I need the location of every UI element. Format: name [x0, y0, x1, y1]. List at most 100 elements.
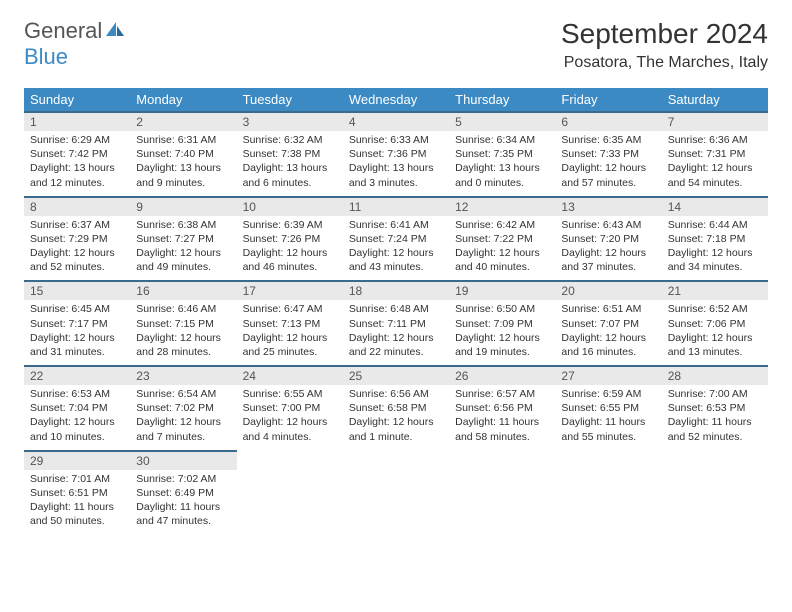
sunrise-text: Sunrise: 6:55 AM: [243, 387, 337, 401]
calendar-day-cell: 14Sunrise: 6:44 AMSunset: 7:18 PMDayligh…: [662, 197, 768, 282]
day-number: 2: [130, 113, 236, 131]
sunset-text: Sunset: 6:53 PM: [668, 401, 762, 415]
day-number: 19: [449, 282, 555, 300]
calendar-day-cell: [343, 451, 449, 535]
sunrise-text: Sunrise: 6:39 AM: [243, 218, 337, 232]
calendar-day-cell: 22Sunrise: 6:53 AMSunset: 7:04 PMDayligh…: [24, 366, 130, 451]
sunrise-text: Sunrise: 6:43 AM: [561, 218, 655, 232]
sunset-text: Sunset: 7:06 PM: [668, 317, 762, 331]
day-body: Sunrise: 6:50 AMSunset: 7:09 PMDaylight:…: [449, 300, 555, 365]
calendar-day-cell: 12Sunrise: 6:42 AMSunset: 7:22 PMDayligh…: [449, 197, 555, 282]
day-number: 23: [130, 367, 236, 385]
sunset-text: Sunset: 7:15 PM: [136, 317, 230, 331]
daylight-text: Daylight: 12 hours and 13 minutes.: [668, 331, 762, 359]
sunset-text: Sunset: 6:58 PM: [349, 401, 443, 415]
day-body: Sunrise: 6:56 AMSunset: 6:58 PMDaylight:…: [343, 385, 449, 450]
sunrise-text: Sunrise: 6:44 AM: [668, 218, 762, 232]
sunset-text: Sunset: 7:00 PM: [243, 401, 337, 415]
brand-part1: General: [24, 18, 102, 43]
sunset-text: Sunset: 7:36 PM: [349, 147, 443, 161]
brand-logo: General Blue: [24, 18, 126, 70]
sunrise-text: Sunrise: 6:41 AM: [349, 218, 443, 232]
day-body: Sunrise: 6:39 AMSunset: 7:26 PMDaylight:…: [237, 216, 343, 281]
sunrise-text: Sunrise: 6:51 AM: [561, 302, 655, 316]
calendar-day-cell: 9Sunrise: 6:38 AMSunset: 7:27 PMDaylight…: [130, 197, 236, 282]
day-body: Sunrise: 6:52 AMSunset: 7:06 PMDaylight:…: [662, 300, 768, 365]
calendar-day-cell: 15Sunrise: 6:45 AMSunset: 7:17 PMDayligh…: [24, 281, 130, 366]
day-body: Sunrise: 6:45 AMSunset: 7:17 PMDaylight:…: [24, 300, 130, 365]
daylight-text: Daylight: 12 hours and 54 minutes.: [668, 161, 762, 189]
location-text: Posatora, The Marches, Italy: [561, 54, 768, 72]
day-number: 21: [662, 282, 768, 300]
sunrise-text: Sunrise: 7:01 AM: [30, 472, 124, 486]
daylight-text: Daylight: 11 hours and 58 minutes.: [455, 415, 549, 443]
daylight-text: Daylight: 12 hours and 46 minutes.: [243, 246, 337, 274]
sunset-text: Sunset: 7:38 PM: [243, 147, 337, 161]
sunset-text: Sunset: 7:04 PM: [30, 401, 124, 415]
daylight-text: Daylight: 13 hours and 3 minutes.: [349, 161, 443, 189]
sunrise-text: Sunrise: 7:00 AM: [668, 387, 762, 401]
sunset-text: Sunset: 7:13 PM: [243, 317, 337, 331]
calendar-day-cell: 13Sunrise: 6:43 AMSunset: 7:20 PMDayligh…: [555, 197, 661, 282]
daylight-text: Daylight: 12 hours and 25 minutes.: [243, 331, 337, 359]
daylight-text: Daylight: 12 hours and 34 minutes.: [668, 246, 762, 274]
sunrise-text: Sunrise: 6:45 AM: [30, 302, 124, 316]
day-body: Sunrise: 6:29 AMSunset: 7:42 PMDaylight:…: [24, 131, 130, 196]
day-number: 8: [24, 198, 130, 216]
day-number: 30: [130, 452, 236, 470]
day-body: Sunrise: 6:53 AMSunset: 7:04 PMDaylight:…: [24, 385, 130, 450]
day-body: Sunrise: 6:55 AMSunset: 7:00 PMDaylight:…: [237, 385, 343, 450]
calendar-day-cell: 21Sunrise: 6:52 AMSunset: 7:06 PMDayligh…: [662, 281, 768, 366]
day-body: Sunrise: 7:01 AMSunset: 6:51 PMDaylight:…: [24, 470, 130, 535]
day-number: 4: [343, 113, 449, 131]
daylight-text: Daylight: 12 hours and 16 minutes.: [561, 331, 655, 359]
sunset-text: Sunset: 6:49 PM: [136, 486, 230, 500]
calendar-day-cell: [449, 451, 555, 535]
day-number: 27: [555, 367, 661, 385]
daylight-text: Daylight: 11 hours and 50 minutes.: [30, 500, 124, 528]
day-body: Sunrise: 7:02 AMSunset: 6:49 PMDaylight:…: [130, 470, 236, 535]
day-body: Sunrise: 6:59 AMSunset: 6:55 PMDaylight:…: [555, 385, 661, 450]
day-body: Sunrise: 6:51 AMSunset: 7:07 PMDaylight:…: [555, 300, 661, 365]
day-number: 6: [555, 113, 661, 131]
calendar-week-row: 15Sunrise: 6:45 AMSunset: 7:17 PMDayligh…: [24, 281, 768, 366]
sunset-text: Sunset: 7:29 PM: [30, 232, 124, 246]
calendar-day-cell: 20Sunrise: 6:51 AMSunset: 7:07 PMDayligh…: [555, 281, 661, 366]
sunrise-text: Sunrise: 6:38 AM: [136, 218, 230, 232]
calendar-day-cell: 19Sunrise: 6:50 AMSunset: 7:09 PMDayligh…: [449, 281, 555, 366]
calendar-day-cell: 5Sunrise: 6:34 AMSunset: 7:35 PMDaylight…: [449, 112, 555, 197]
weekday-header: Saturday: [662, 88, 768, 112]
calendar-day-cell: 16Sunrise: 6:46 AMSunset: 7:15 PMDayligh…: [130, 281, 236, 366]
sunrise-text: Sunrise: 6:36 AM: [668, 133, 762, 147]
brand-part2: Blue: [24, 44, 68, 69]
daylight-text: Daylight: 11 hours and 52 minutes.: [668, 415, 762, 443]
daylight-text: Daylight: 12 hours and 1 minute.: [349, 415, 443, 443]
day-number: 1: [24, 113, 130, 131]
day-number: 16: [130, 282, 236, 300]
day-number: 7: [662, 113, 768, 131]
calendar-day-cell: 3Sunrise: 6:32 AMSunset: 7:38 PMDaylight…: [237, 112, 343, 197]
sunrise-text: Sunrise: 7:02 AM: [136, 472, 230, 486]
sunset-text: Sunset: 6:55 PM: [561, 401, 655, 415]
day-number: 20: [555, 282, 661, 300]
daylight-text: Daylight: 12 hours and 4 minutes.: [243, 415, 337, 443]
sunset-text: Sunset: 7:07 PM: [561, 317, 655, 331]
sunset-text: Sunset: 7:24 PM: [349, 232, 443, 246]
sunset-text: Sunset: 7:22 PM: [455, 232, 549, 246]
day-number: 24: [237, 367, 343, 385]
sunrise-text: Sunrise: 6:56 AM: [349, 387, 443, 401]
calendar-table: Sunday Monday Tuesday Wednesday Thursday…: [24, 88, 768, 534]
weekday-header-row: Sunday Monday Tuesday Wednesday Thursday…: [24, 88, 768, 112]
day-body: Sunrise: 6:42 AMSunset: 7:22 PMDaylight:…: [449, 216, 555, 281]
title-block: September 2024 Posatora, The Marches, It…: [561, 18, 768, 72]
day-number: 14: [662, 198, 768, 216]
daylight-text: Daylight: 12 hours and 19 minutes.: [455, 331, 549, 359]
day-number: 12: [449, 198, 555, 216]
sunset-text: Sunset: 7:40 PM: [136, 147, 230, 161]
daylight-text: Daylight: 12 hours and 52 minutes.: [30, 246, 124, 274]
calendar-day-cell: [555, 451, 661, 535]
calendar-day-cell: [662, 451, 768, 535]
sunrise-text: Sunrise: 6:42 AM: [455, 218, 549, 232]
day-number: 13: [555, 198, 661, 216]
day-number: 29: [24, 452, 130, 470]
